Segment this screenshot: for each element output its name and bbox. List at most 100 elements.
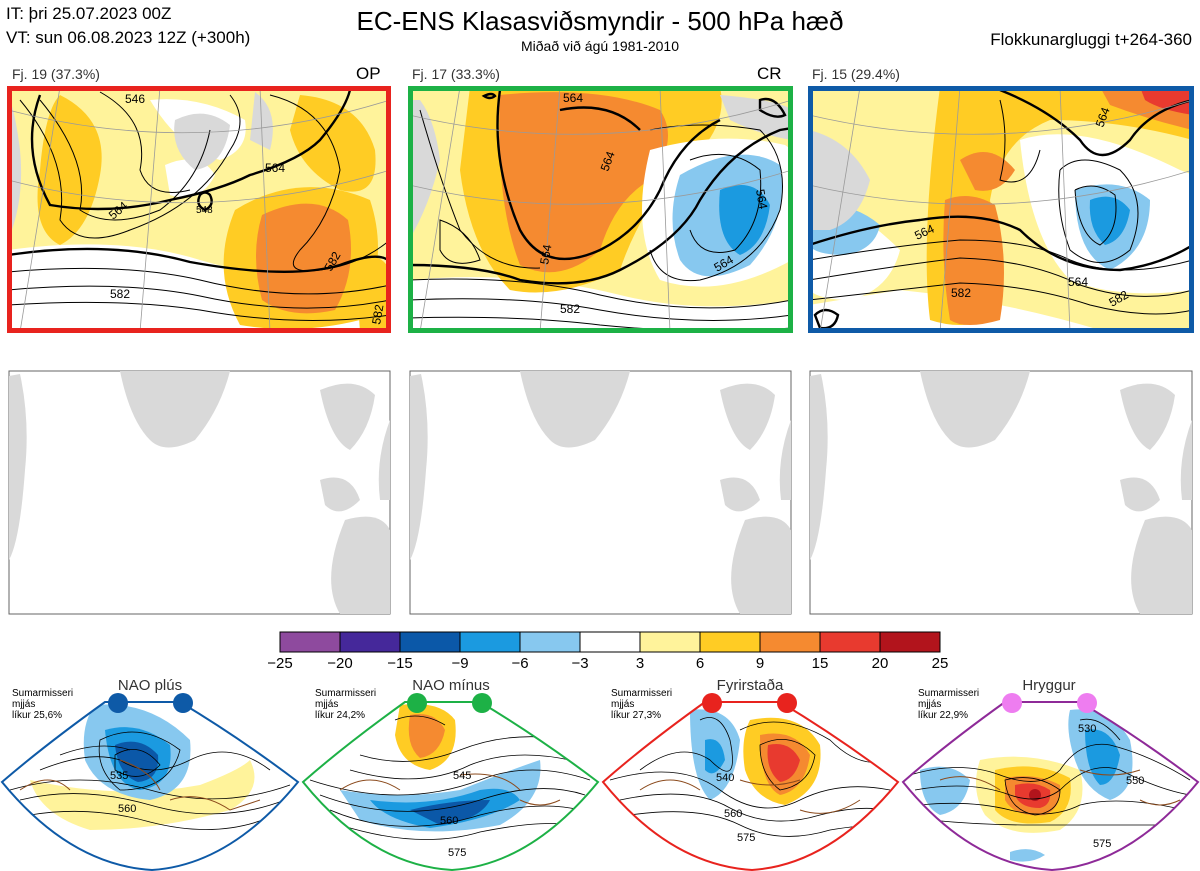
blank-map-3: [809, 370, 1193, 615]
panel-1-contour-label: 564: [265, 161, 285, 175]
colorbar-tick-label: −25: [267, 655, 293, 672]
regime-blocking-dot: [777, 693, 797, 713]
panel-2-label: Fj. 17 (33.3%): [412, 66, 500, 82]
regime-months-label: mjjás: [918, 699, 942, 710]
panel-3-label: Fj. 15 (29.4%): [812, 66, 900, 82]
panel-2-contour-label: 564: [563, 91, 583, 105]
blank-map-2: [409, 370, 792, 615]
init-time: IT: þri 25.07.2023 00Z: [6, 4, 172, 23]
colorbar-swatch: [639, 631, 701, 653]
clustering-window-label: Flokkunargluggi t+264-360: [990, 30, 1192, 49]
regime-nao-plus-dot: [108, 693, 128, 713]
regime-nao-minus-frame: [301, 701, 600, 871]
regime-blocking-dot: [702, 693, 722, 713]
colorbar: [279, 631, 941, 653]
panel-1-contour-label: 548: [196, 205, 213, 216]
regime-nao-minus-dot: [407, 693, 427, 713]
colorbar-swatch: [819, 631, 881, 653]
panel-3-contour-label: 564: [1093, 105, 1113, 129]
colorbar-swatch: [519, 631, 581, 653]
regime-ridge-dot: [1077, 693, 1097, 713]
regime-nao-minus-contour-label: 575: [448, 847, 466, 859]
panel-2-contour-label: 564: [753, 188, 770, 210]
regime-ridge-dot: [1002, 693, 1022, 713]
regime-blocking-frame: [601, 701, 900, 871]
regime-nao-minus-contour-label: 545: [453, 770, 471, 782]
colorbar-tick-label: −3: [571, 655, 589, 672]
regime-season-label: Sumarmisseri: [611, 688, 673, 699]
regime-ridge-contour-label: 530: [1078, 723, 1096, 735]
regime-nao-plus-info: Sumarmisseri mjjás líkur 25,6%: [12, 688, 73, 721]
regime-nao-minus-info: Sumarmisseri mjjás líkur 24,2%: [315, 688, 376, 721]
panel-3-frame: [808, 86, 1194, 333]
panel-1-map: [8, 87, 390, 332]
panel-1-contour-label: 546: [125, 92, 145, 106]
regime-nao-plus-title: NAO plús: [117, 677, 183, 694]
colorbar-swatch: [879, 631, 941, 653]
regime-blocking-contour-label: 540: [716, 772, 734, 784]
colorbar-tick-label: −20: [327, 655, 353, 672]
regime-nao-plus-contour-label: 535: [110, 770, 128, 782]
colorbar-swatch: [279, 631, 341, 653]
panel-2-frame: [408, 86, 793, 333]
colorbar-swatch: [459, 631, 521, 653]
panel-2-contour-label: 582: [560, 302, 580, 316]
regime-months-label: mjjás: [611, 699, 635, 710]
regime-blocking-contour-label: 575: [737, 832, 755, 844]
panel-1-contour-label: 582: [369, 303, 386, 325]
regime-nao-minus-dot: [472, 693, 492, 713]
regime-ridge-map: [903, 702, 1198, 870]
panel-1-label: Fj. 19 (37.3%): [12, 66, 100, 82]
panel-2-contour-label: 564: [598, 149, 618, 173]
colorbar-tick-label: 20: [871, 655, 889, 672]
panel-1-contour-label: 582: [110, 287, 130, 301]
regime-blocking-info: Sumarmisseri mjjás líkur 27,3%: [611, 688, 672, 721]
chart-title: EC-ENS Klasasviðsmyndir - 500 hPa hæð: [356, 6, 844, 36]
colorbar-tick-label: 9: [755, 655, 765, 672]
colorbar-tick-label: 15: [811, 655, 829, 672]
regime-nao-minus-map: [303, 702, 598, 870]
panel-3-contour-label: 564: [1068, 275, 1088, 289]
regime-ridge-title: Hryggur: [1022, 677, 1076, 694]
valid-time: VT: sun 06.08.2023 12Z (+300h): [6, 28, 251, 47]
regime-blocking-map: [603, 702, 898, 870]
chart-subtitle: Miðað við ágú 1981-2010: [520, 38, 679, 54]
panel-2-contour-label: 564: [537, 243, 554, 265]
regime-blocking-title: Fyrirstaða: [716, 677, 784, 694]
regime-probability-label: líkur 25,6%: [12, 710, 63, 721]
regime-nao-plus-frame: [0, 701, 300, 871]
panel-1-frame: [7, 86, 391, 333]
regime-probability-label: líkur 27,3%: [611, 710, 662, 721]
regime-season-label: Sumarmisseri: [12, 688, 74, 699]
regime-blocking-contour-label: 560: [724, 808, 742, 820]
regime-ridge-contour-label: 575: [1093, 838, 1111, 850]
regime-nao-plus-map: [2, 702, 298, 870]
panel-3-contour-label: 582: [951, 286, 971, 300]
panel-2-tag: CR: [757, 64, 782, 83]
regime-season-label: Sumarmisseri: [315, 688, 377, 699]
regime-months-label: mjjás: [12, 699, 36, 710]
panel-2-map: [409, 87, 792, 332]
colorbar-swatch: [699, 631, 761, 653]
regime-ridge-info: Sumarmisseri mjjás líkur 22,9%: [918, 688, 979, 721]
colorbar-swatch: [399, 631, 461, 653]
regime-probability-label: líkur 24,2%: [315, 710, 366, 721]
colorbar-swatch: [759, 631, 821, 653]
colorbar-swatch: [579, 631, 641, 653]
regime-ridge-contour-label: 550: [1126, 775, 1144, 787]
panel-1-tag: OP: [356, 64, 381, 83]
regime-probability-label: líkur 22,9%: [918, 710, 969, 721]
panel-3-map: [809, 87, 1193, 332]
regime-nao-plus-contour-label: 560: [118, 803, 136, 815]
colorbar-tick-label: −6: [511, 655, 529, 672]
blank-map-1: [8, 370, 391, 615]
regime-months-label: mjjás: [315, 699, 339, 710]
colorbar-tick-label: 3: [635, 655, 645, 672]
regime-ridge-frame: [901, 701, 1200, 871]
colorbar-tick-label: −9: [451, 655, 469, 672]
colorbar-tick-label: −15: [387, 655, 413, 672]
colorbar-tick-label: 25: [931, 655, 949, 672]
regime-nao-plus-dot: [173, 693, 193, 713]
colorbar-tick-label: 6: [695, 655, 705, 672]
